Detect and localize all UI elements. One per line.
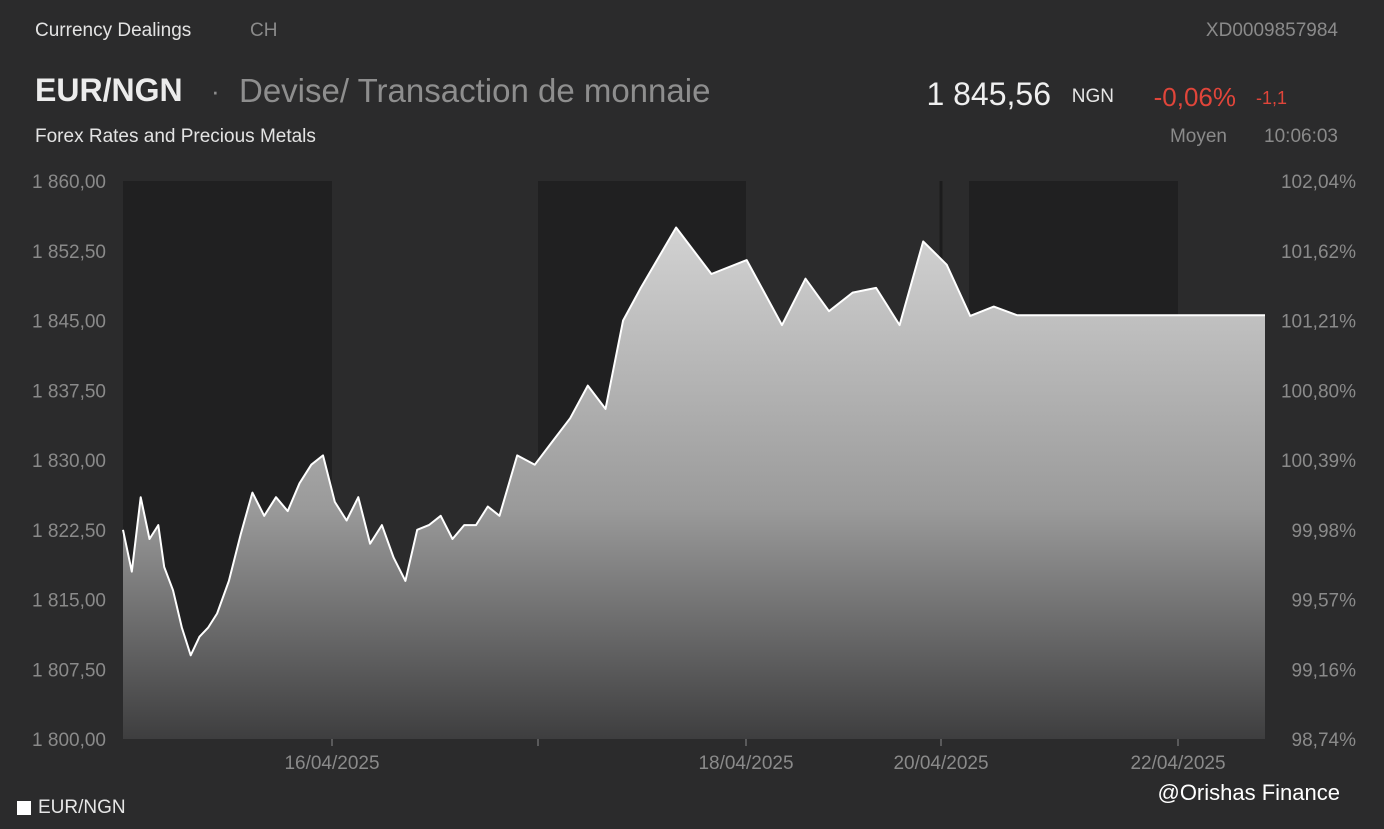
price-currency: NGN <box>1071 86 1114 107</box>
y-left-tick-label: 1 822,50 <box>32 521 106 542</box>
price-type: Moyen <box>1169 126 1227 147</box>
instrument-subtitle: Forex Rates and Precious Metals <box>35 126 316 147</box>
y-right-tick-label: 98,74% <box>1292 730 1357 751</box>
title-separator: · <box>211 76 220 106</box>
y-right-tick-label: 101,21% <box>1281 312 1356 333</box>
change-absolute: -1,1 <box>1255 88 1287 108</box>
series-line[interactable] <box>122 226 1265 657</box>
x-tick-label: 18/04/2025 <box>698 753 793 774</box>
x-tick-label: 16/04/2025 <box>284 753 379 774</box>
y-left-tick-label: 1 860,00 <box>32 172 106 193</box>
y-left-tick-label: 1 830,00 <box>32 451 106 472</box>
watermark-text: @Orishas Finance <box>1157 780 1340 805</box>
legend-label: EUR/NGN <box>38 797 126 818</box>
y-left-tick-label: 1 845,00 <box>32 312 106 333</box>
product-type: Devise/ Transaction de monnaie <box>239 72 711 109</box>
series-area <box>123 227 1265 739</box>
y-right-tick-label: 102,04% <box>1281 172 1356 193</box>
y-right-tick-label: 99,98% <box>1292 521 1357 542</box>
y-right-tick-label: 99,57% <box>1292 591 1357 612</box>
chart-legend[interactable]: EUR/NGN <box>17 797 126 819</box>
y-left-tick-label: 1 852,50 <box>32 242 106 263</box>
legend-swatch <box>17 801 31 815</box>
x-tick-label: 20/04/2025 <box>893 753 988 774</box>
y-left-tick-label: 1 800,00 <box>32 730 106 751</box>
y-right-tick-label: 100,39% <box>1281 451 1356 472</box>
last-price: 1 845,56 <box>926 76 1051 112</box>
y-right-tick-label: 99,16% <box>1292 660 1357 681</box>
isin-code: XD0009857984 <box>1205 20 1338 41</box>
instrument-pair: EUR/NGN <box>35 72 183 108</box>
y-left-tick-label: 1 807,50 <box>32 660 106 681</box>
y-left-tick-label: 1 815,00 <box>32 591 106 612</box>
y-right-tick-label: 100,80% <box>1281 381 1356 402</box>
y-left-tick-label: 1 837,50 <box>32 381 106 402</box>
x-tick-label: 22/04/2025 <box>1130 753 1225 774</box>
country-code: CH <box>250 20 278 41</box>
change-percent: -0,06% <box>1153 82 1236 112</box>
section-title: Currency Dealings <box>35 20 192 41</box>
y-right-tick-label: 101,62% <box>1281 242 1356 263</box>
quote-time: 10:06:03 <box>1264 126 1338 147</box>
